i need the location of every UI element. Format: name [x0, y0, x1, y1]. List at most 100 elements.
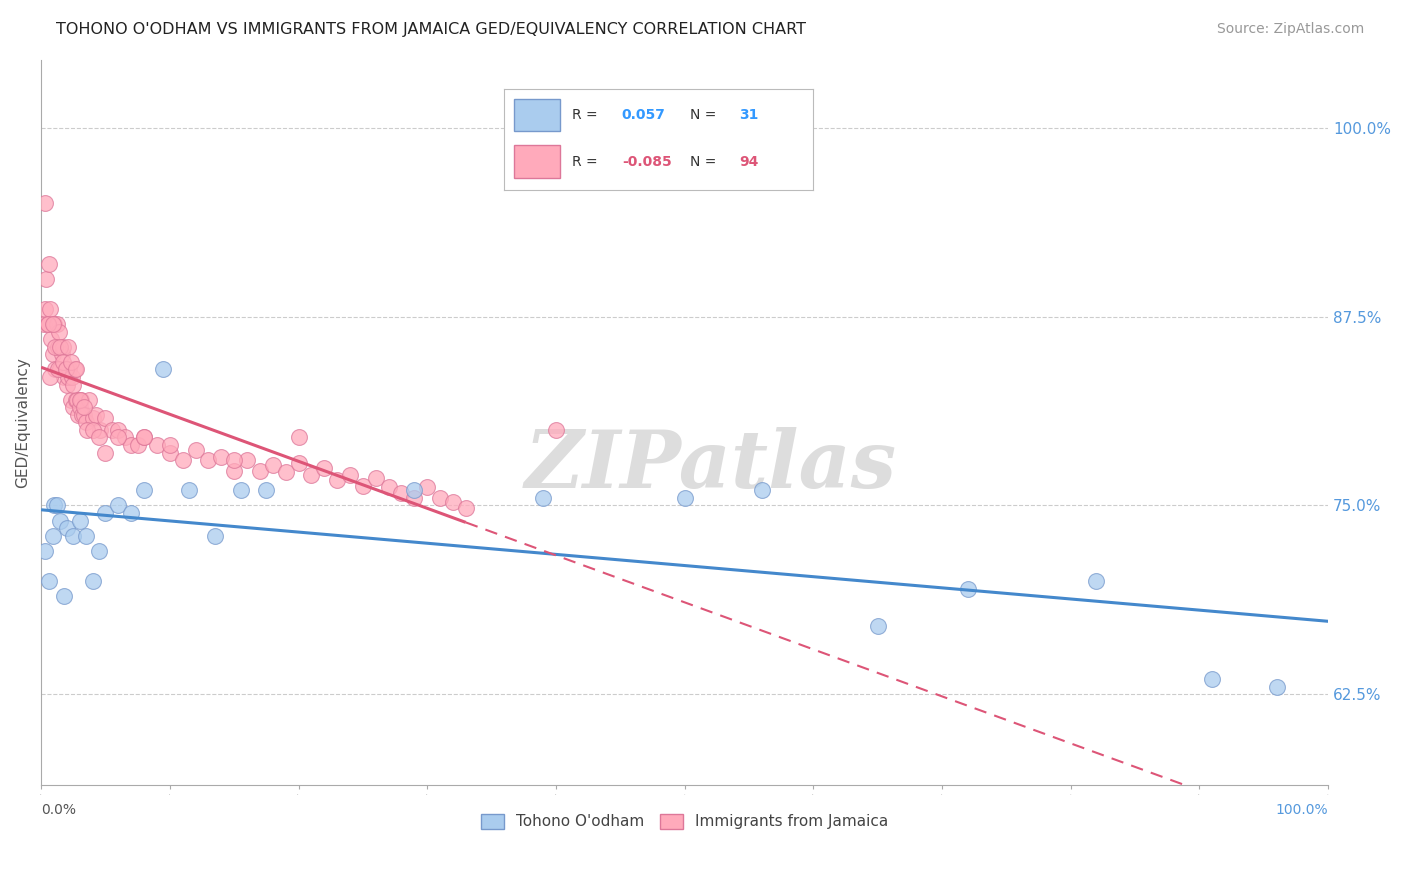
Point	[224, 453, 246, 467]
Point	[41, 317, 63, 331]
Point	[34, 301, 56, 316]
Point	[52, 355, 75, 369]
Point	[107, 423, 129, 437]
Point	[70, 392, 93, 407]
Point	[1201, 673, 1223, 687]
Point	[416, 480, 439, 494]
Point	[51, 347, 73, 361]
Point	[39, 370, 62, 384]
Point	[254, 483, 277, 498]
Point	[37, 317, 59, 331]
Point	[42, 499, 65, 513]
Point	[377, 480, 399, 494]
Point	[391, 486, 413, 500]
Point	[1265, 680, 1288, 694]
Point	[120, 506, 142, 520]
Point	[262, 458, 284, 472]
Text: TOHONO O'ODHAM VS IMMIGRANTS FROM JAMAICA GED/EQUIVALENCY CORRELATION CHART: TOHONO O'ODHAM VS IMMIGRANTS FROM JAMAIC…	[56, 22, 806, 37]
Point	[89, 423, 111, 437]
Point	[352, 479, 374, 493]
Point	[77, 392, 100, 407]
Point	[46, 362, 69, 376]
Point	[87, 430, 110, 444]
Text: 0.0%: 0.0%	[41, 803, 76, 817]
Point	[94, 445, 117, 459]
Point	[59, 355, 82, 369]
Point	[34, 196, 56, 211]
Point	[274, 465, 297, 479]
Point	[146, 438, 169, 452]
Point	[55, 362, 77, 376]
Text: ZIPatlas: ZIPatlas	[524, 427, 897, 505]
Point	[65, 362, 87, 376]
Point	[159, 445, 181, 459]
Point	[42, 317, 65, 331]
Point	[56, 370, 79, 384]
Point	[67, 408, 90, 422]
Point	[72, 408, 94, 422]
Point	[46, 340, 69, 354]
Point	[72, 408, 94, 422]
Point	[69, 392, 91, 407]
Point	[87, 544, 110, 558]
Point	[1085, 574, 1108, 588]
Point	[441, 495, 464, 509]
Point	[314, 460, 336, 475]
Point	[120, 438, 142, 452]
Point	[53, 370, 76, 384]
Point	[152, 362, 174, 376]
Text: 100.0%: 100.0%	[1275, 803, 1329, 817]
Point	[48, 325, 70, 339]
Point	[34, 544, 56, 558]
Point	[172, 453, 194, 467]
Point	[49, 514, 72, 528]
Point	[229, 483, 252, 498]
Point	[44, 362, 66, 376]
Point	[132, 483, 155, 498]
Point	[75, 529, 97, 543]
Point	[249, 464, 271, 478]
Text: Source: ZipAtlas.com: Source: ZipAtlas.com	[1216, 22, 1364, 37]
Point	[209, 450, 232, 464]
Point	[45, 499, 67, 513]
Point	[326, 473, 349, 487]
Point	[224, 464, 246, 478]
Point	[236, 453, 259, 467]
Point	[62, 401, 84, 415]
Point	[32, 317, 55, 331]
Point	[65, 392, 87, 407]
Point	[159, 438, 181, 452]
Point	[751, 483, 773, 498]
Point	[63, 362, 86, 376]
Point	[531, 491, 554, 505]
Point	[82, 423, 104, 437]
Point	[56, 521, 79, 535]
Point	[58, 362, 80, 376]
Point	[184, 442, 207, 457]
Point	[287, 430, 309, 444]
Point	[62, 529, 84, 543]
Point	[94, 410, 117, 425]
Point	[544, 423, 567, 437]
Point	[339, 468, 361, 483]
Point	[38, 257, 60, 271]
Point	[52, 340, 75, 354]
Point	[132, 430, 155, 444]
Point	[287, 456, 309, 470]
Point	[45, 317, 67, 331]
Point	[49, 362, 72, 376]
Point	[37, 317, 59, 331]
Point	[114, 430, 136, 444]
Point	[44, 340, 66, 354]
Point	[56, 377, 79, 392]
Point	[404, 483, 426, 498]
Point	[127, 438, 149, 452]
Point	[956, 582, 979, 596]
Point	[60, 370, 83, 384]
Point	[53, 589, 76, 603]
Point	[364, 471, 387, 485]
Point	[35, 272, 58, 286]
Point	[82, 574, 104, 588]
Point	[673, 491, 696, 505]
Point	[197, 453, 219, 467]
